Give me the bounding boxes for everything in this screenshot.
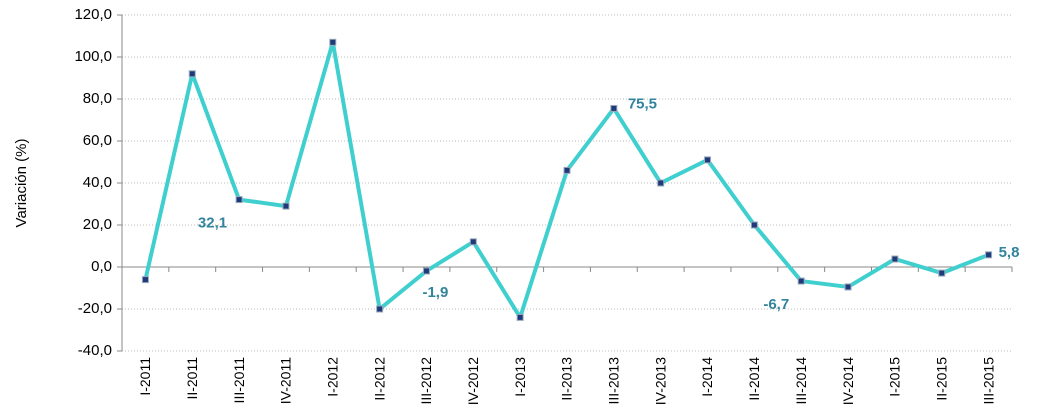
x-tick-label: IV-2012 [465,357,481,405]
y-tick-label: 40,0 [83,174,112,191]
y-axis-label: Variación (%) [13,139,30,228]
x-tick-label: III-2014 [793,357,809,405]
value-label: -1,9 [422,284,448,301]
point-marker [376,305,384,313]
point-marker [704,156,712,164]
y-tick-label: 0,0 [91,258,112,275]
value-label: 75,5 [628,95,657,112]
point-marker [329,38,337,46]
x-tick-label: I-2012 [324,357,340,397]
point-marker [563,166,571,174]
y-tick-label: 100,0 [74,48,112,65]
value-label: 32,1 [198,215,227,232]
x-tick-label: III-2011 [231,357,247,404]
x-tick-label: III-2015 [980,357,996,405]
point-marker [657,179,665,187]
x-tick-label: I-2013 [512,357,528,397]
value-label: 5,8 [999,244,1020,261]
y-tick-label: 60,0 [83,132,112,149]
point-marker [938,269,946,277]
x-tick-label: IV-2014 [840,357,856,405]
series-line [143,40,990,320]
point-marker [235,196,243,204]
value-label: -6,7 [763,296,789,313]
x-tick-label: II-2011 [184,357,200,400]
x-tick-label: IV-2013 [652,357,668,405]
x-tick-label: IV-2011 [278,357,294,404]
point-marker [750,221,758,229]
y-tick-label: 20,0 [83,216,112,233]
point-marker [469,238,477,246]
x-tick-label: I-2011 [137,357,153,396]
x-tick-label: I-2015 [887,357,903,397]
point-marker [141,276,149,284]
x-tick-label: II-2014 [746,357,762,401]
x-tick-label: I-2014 [699,357,715,397]
point-marker [610,104,618,112]
point-marker [891,255,899,263]
y-tick-label: -20,0 [78,300,112,317]
x-tick-label: III-2013 [606,357,622,405]
point-marker [282,202,290,210]
x-tick-label: III-2012 [418,357,434,405]
x-tick-label: II-2013 [559,357,575,401]
point-marker [797,277,805,285]
point-marker [985,251,993,259]
y-tick-label: 120,0 [74,6,112,23]
point-marker [516,313,524,321]
point-marker [188,70,196,78]
y-tick-label: 80,0 [83,90,112,107]
x-tick-label: II-2015 [933,357,949,401]
point-marker [422,267,430,275]
y-tick-label: -40,0 [78,342,112,359]
point-marker [844,283,852,291]
x-tick-label: II-2012 [371,357,387,401]
